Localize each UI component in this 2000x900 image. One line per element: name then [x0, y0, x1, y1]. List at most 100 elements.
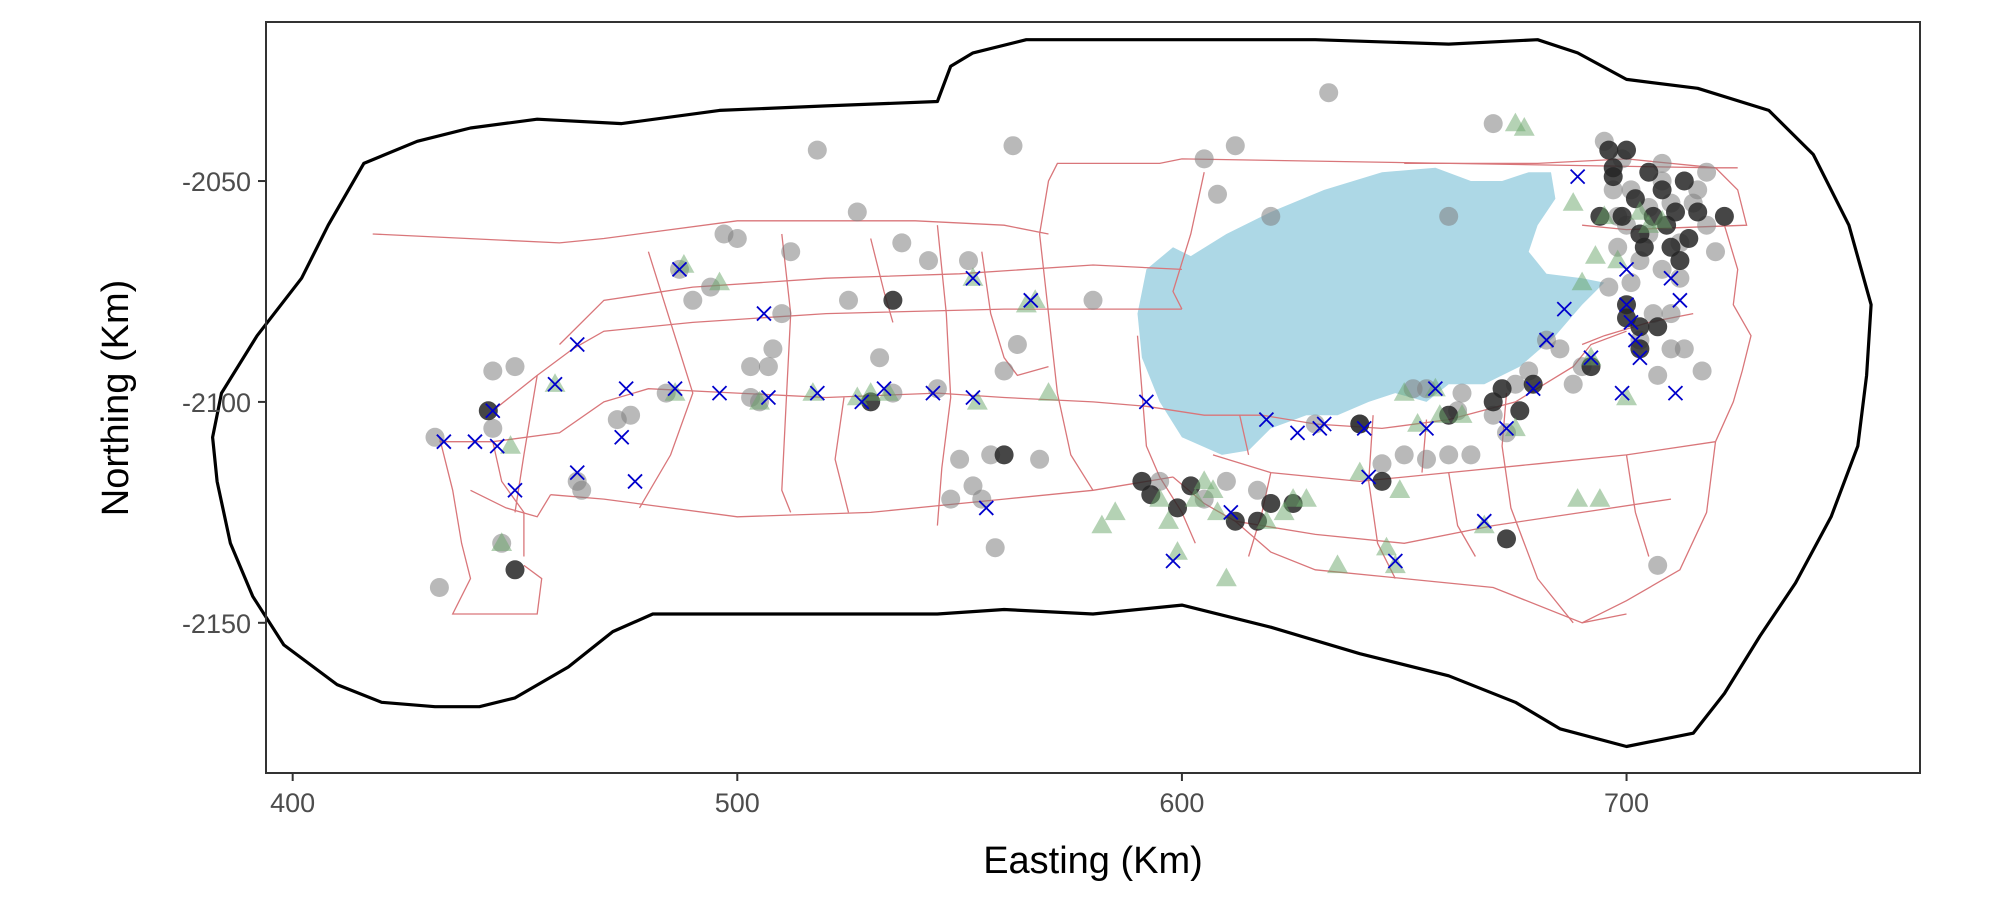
cross-point	[760, 389, 777, 406]
cross-point	[1627, 332, 1644, 348]
circle-point	[483, 361, 503, 381]
road-line	[559, 264, 1182, 345]
triangle-point	[1384, 554, 1406, 574]
circle-point	[505, 560, 525, 580]
circle-point	[1372, 471, 1392, 491]
road-line	[936, 225, 952, 526]
lake-polygon	[1137, 167, 1605, 455]
road-line	[1448, 472, 1476, 557]
cross-point	[1623, 314, 1639, 331]
circle-point	[972, 489, 992, 509]
circle-point	[429, 578, 449, 597]
cross-point	[1476, 513, 1492, 529]
cross-point	[1632, 350, 1648, 366]
cross-point	[467, 434, 483, 450]
cross-point	[1667, 385, 1684, 401]
road-line	[1714, 225, 1752, 442]
cross-point	[667, 381, 683, 397]
circle-point	[1372, 454, 1392, 474]
triangle-point	[1091, 514, 1113, 534]
circle-point	[1225, 136, 1245, 156]
circle-point	[1706, 242, 1725, 262]
triangle-point	[1451, 404, 1473, 423]
circle-point	[1510, 401, 1530, 421]
triangle-point	[1149, 488, 1171, 507]
cross-point	[1663, 270, 1679, 286]
triangle-point	[1282, 488, 1304, 507]
road-line	[1625, 454, 1650, 557]
road-line	[438, 437, 543, 615]
triangle-point	[1513, 117, 1535, 136]
triangle-point	[1424, 377, 1446, 397]
circle-point	[1523, 374, 1543, 394]
circle-point	[1261, 206, 1281, 226]
triangle-point	[1393, 382, 1415, 401]
road-line	[492, 308, 1182, 412]
cross-point	[1418, 420, 1435, 437]
circle-point	[1603, 158, 1623, 178]
triangle-point	[1207, 501, 1228, 521]
circle-point	[1030, 449, 1050, 469]
circle-point	[572, 480, 592, 500]
cross-point	[1023, 292, 1039, 308]
circle-point	[483, 418, 503, 438]
circle-point	[950, 449, 970, 469]
road-line	[1247, 472, 1272, 557]
cross-point	[978, 500, 994, 516]
circle-point	[1150, 471, 1170, 491]
triangle-point	[860, 382, 882, 401]
road-line	[439, 330, 1627, 443]
boundary-layer	[211, 38, 1873, 749]
circle-point	[1550, 339, 1570, 359]
circle-point	[1417, 449, 1436, 469]
circle-point	[1661, 339, 1681, 359]
circle-point	[883, 290, 903, 310]
circle-point	[1634, 237, 1654, 257]
cross-point	[671, 261, 688, 278]
cross-point	[1361, 469, 1377, 485]
circle-point	[1599, 277, 1619, 297]
cross-point	[1356, 420, 1372, 437]
triangle-point	[1193, 470, 1215, 490]
triangle-point	[966, 390, 988, 410]
circle-point	[478, 401, 498, 421]
circle-point	[1617, 140, 1636, 160]
triangle-point	[1589, 488, 1611, 507]
triangle-point	[709, 271, 730, 291]
cross-point	[1525, 381, 1541, 397]
circle-point	[1692, 361, 1712, 381]
triangle-point	[1389, 479, 1411, 498]
circle-point	[683, 290, 703, 310]
circle-point	[741, 357, 761, 377]
circle-point	[1194, 149, 1214, 169]
cross-point	[1427, 381, 1443, 397]
x-tick-label: 700	[1604, 788, 1649, 818]
triangle-point	[1202, 479, 1224, 498]
road-line	[1172, 172, 1205, 310]
circle-point	[1621, 273, 1641, 293]
x-axis-title: Easting (Km)	[983, 840, 1203, 882]
circle-point	[1666, 202, 1685, 222]
x-tick-label: 500	[715, 788, 760, 818]
points-layer	[425, 83, 1734, 597]
cross-point	[614, 429, 630, 445]
circle-point	[941, 489, 961, 509]
triangle-point	[1629, 201, 1651, 220]
cross-point	[1618, 261, 1635, 278]
circle-point	[959, 251, 978, 271]
circle-point	[1452, 383, 1472, 403]
cross-point	[1614, 385, 1630, 401]
circle-point	[981, 445, 1001, 465]
triangle-point	[1038, 382, 1059, 401]
circle-point	[1132, 471, 1152, 491]
triangle-point	[500, 435, 521, 454]
circle-point	[1714, 206, 1734, 226]
y-tick-label: -2150	[182, 609, 251, 639]
circle-point	[1319, 83, 1339, 103]
y-axis-title: Northing (Km)	[95, 280, 137, 517]
circle-point	[1168, 498, 1187, 518]
circle-point	[1497, 529, 1516, 549]
triangle-point	[1571, 271, 1593, 291]
triangle-point	[1567, 488, 1589, 507]
